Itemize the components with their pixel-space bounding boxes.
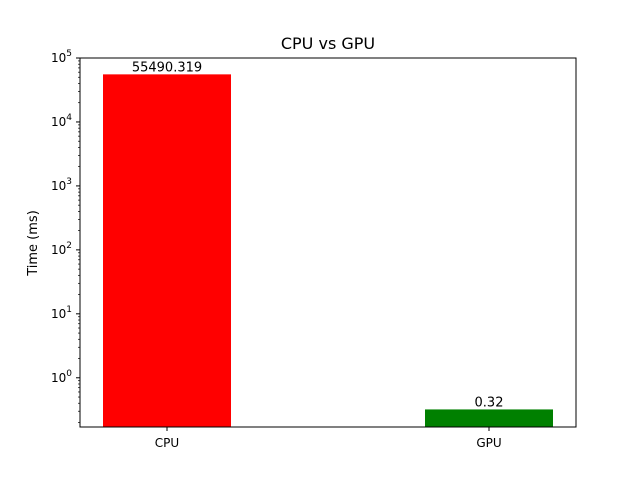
plot-frame xyxy=(79,57,577,428)
y-axis-label: Time (ms) xyxy=(26,210,41,277)
x-tick-label-gpu: GPU xyxy=(476,436,501,450)
y-tick-label: 105 xyxy=(51,49,72,65)
y-tick-label: 102 xyxy=(51,241,72,257)
y-tick-label: 100 xyxy=(51,369,72,385)
y-tick-label: 101 xyxy=(51,305,72,321)
bar-cpu xyxy=(103,74,231,428)
x-tick-label-cpu: CPU xyxy=(155,436,179,450)
x-axis-ticks: CPU GPU xyxy=(155,427,502,450)
y-tick-label: 103 xyxy=(51,177,72,193)
bar-gpu xyxy=(425,409,553,427)
data-labels-group: 55490.319 0.32 xyxy=(132,60,504,410)
bars-group xyxy=(103,74,553,428)
y-axis-ticks: 100 101 102 103 104 105 xyxy=(51,49,80,385)
y-tick-label: 104 xyxy=(51,113,72,129)
data-label-cpu: 55490.319 xyxy=(132,60,202,75)
chart-title: CPU vs GPU xyxy=(281,34,375,53)
data-label-gpu: 0.32 xyxy=(475,395,504,410)
